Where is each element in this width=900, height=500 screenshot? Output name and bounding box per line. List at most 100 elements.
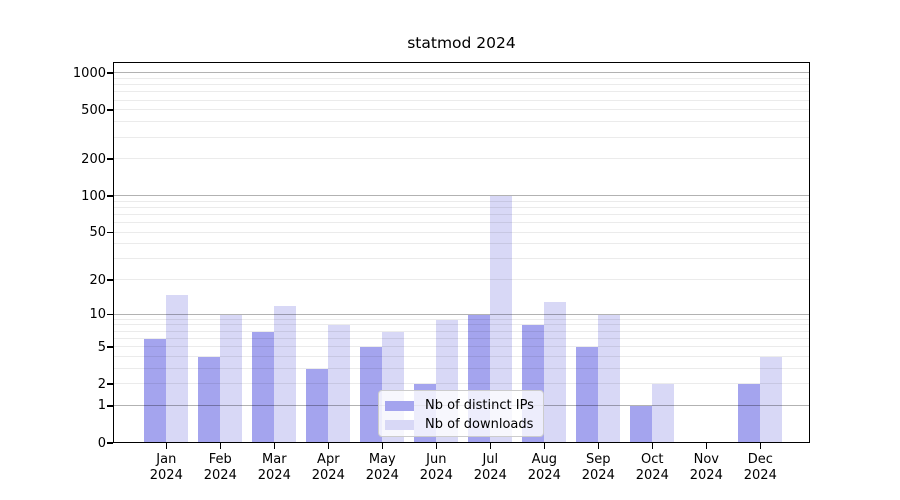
x-tick-mark-dec	[759, 443, 762, 449]
x-tick-month: Jun	[426, 452, 447, 467]
y-tick-label-5: 5	[97, 339, 106, 355]
y-tick-label-200: 200	[81, 151, 106, 167]
grid-layer	[113, 62, 810, 443]
bar-ips-may	[360, 347, 383, 443]
x-tick-label-jul: Jul 2024	[460, 452, 520, 484]
legend-label: Nb of downloads	[425, 417, 534, 432]
gridline-major-10	[113, 313, 810, 315]
bar-downloads-aug	[544, 301, 567, 443]
x-tick-mark-jun	[435, 443, 438, 449]
gridline-minor-90	[113, 200, 810, 202]
bar-downloads-sep	[598, 314, 621, 443]
y-tick-label-2: 2	[97, 376, 106, 392]
gridline-minor-2	[113, 383, 810, 385]
x-tick-year: 2024	[527, 468, 561, 483]
y-tick-label-0: 0	[97, 435, 106, 451]
gridline-minor-5	[113, 346, 810, 348]
y-tick-mark-50	[107, 231, 113, 234]
y-tick-label-10: 10	[89, 307, 106, 323]
y-tick-label-50: 50	[89, 225, 106, 240]
x-tick-month: Sep	[586, 452, 611, 467]
bar-downloads-apr	[328, 325, 351, 443]
gridline-major-1000	[113, 72, 810, 74]
y-tick-label-1: 1	[97, 398, 106, 414]
legend-swatch-icon	[385, 400, 414, 411]
x-tick-mark-oct	[651, 443, 654, 449]
y-tick-mark-20	[107, 279, 113, 281]
x-tick-year: 2024	[203, 468, 237, 483]
gridline-minor-30	[113, 258, 810, 260]
x-tick-month: Dec	[747, 452, 773, 467]
gridline-minor-7	[113, 330, 810, 332]
x-tick-mark-may	[381, 443, 384, 449]
bar-ips-mar	[252, 331, 275, 443]
gridline-minor-40	[113, 243, 810, 245]
x-tick-year: 2024	[365, 468, 399, 483]
bar-downloads-jan	[166, 294, 189, 443]
x-tick-label-oct: Oct 2024	[622, 452, 682, 484]
bar-ips-sep	[576, 347, 599, 443]
x-tick-mark-nov	[705, 443, 708, 449]
gridline-minor-600	[113, 99, 810, 101]
gridline-major-100	[113, 195, 810, 196]
x-tick-mark-jul	[489, 443, 492, 449]
gridline-minor-80	[113, 206, 810, 208]
x-tick-month: Feb	[208, 452, 232, 467]
gridline-minor-9	[113, 318, 810, 320]
y-tick-mark-5	[107, 346, 113, 348]
x-tick-label-may: May 2024	[352, 452, 412, 484]
x-tick-label-feb: Feb 2024	[190, 452, 250, 484]
bar-downloads-oct	[652, 384, 675, 443]
x-tick-label-dec: Dec 2024	[730, 452, 790, 484]
x-tick-month: Oct	[641, 452, 664, 467]
x-tick-year: 2024	[635, 468, 669, 483]
y-tick-mark-200	[107, 158, 113, 160]
legend-label: Nb of distinct IPs	[425, 398, 534, 413]
x-tick-month: Mar	[262, 452, 287, 467]
gridline-minor-400	[113, 121, 810, 123]
gridline-minor-3	[113, 367, 810, 369]
y-tick-label-500: 500	[81, 102, 106, 118]
gridline-minor-200	[113, 158, 810, 160]
gridline-minor-60	[113, 222, 810, 223]
x-tick-label-sep: Sep 2024	[568, 452, 628, 484]
legend-item-downloads: Nb of downloads	[379, 415, 543, 434]
x-tick-label-aug: Aug 2024	[514, 452, 574, 484]
y-tick-mark-0	[107, 442, 113, 444]
y-tick-mark-1000	[107, 72, 113, 74]
legend-swatch-icon	[385, 419, 414, 430]
x-tick-year: 2024	[149, 468, 183, 483]
x-tick-year: 2024	[473, 468, 507, 483]
bar-ips-feb	[198, 356, 221, 443]
x-tick-mark-feb	[219, 443, 222, 449]
bar-ips-jan	[144, 338, 167, 443]
bar-ips-oct	[630, 405, 653, 443]
bar-ips-apr	[306, 368, 329, 443]
bar-downloads-feb	[220, 314, 243, 443]
bar-downloads-jul	[490, 196, 513, 443]
legend-item-distinct-ips: Nb of distinct IPs	[379, 396, 543, 415]
x-tick-label-jun: Jun 2024	[406, 452, 466, 484]
x-tick-year: 2024	[689, 468, 723, 483]
x-tick-year: 2024	[743, 468, 777, 483]
gridline-minor-900	[113, 77, 810, 79]
bar-downloads-mar	[274, 305, 297, 443]
x-tick-year: 2024	[581, 468, 615, 483]
y-tick-mark-10	[107, 313, 113, 316]
x-tick-year: 2024	[257, 468, 291, 483]
x-tick-mark-aug	[543, 443, 546, 449]
x-tick-label-nov: Nov 2024	[676, 452, 736, 484]
legend: Nb of distinct IPs Nb of downloads	[378, 390, 544, 437]
x-tick-label-mar: Mar 2024	[244, 452, 304, 484]
x-tick-year: 2024	[419, 468, 453, 483]
chart-title: statmod 2024	[407, 34, 516, 52]
gridline-minor-500	[113, 109, 810, 111]
gridline-minor-700	[113, 91, 810, 93]
y-tick-mark-1	[107, 405, 113, 407]
x-tick-mark-mar	[273, 443, 276, 449]
y-tick-label-1000: 1000	[72, 65, 106, 81]
y-tick-mark-100	[107, 195, 113, 197]
y-tick-label-20: 20	[89, 272, 106, 288]
x-tick-month: Jul	[482, 452, 499, 467]
x-tick-mark-jan	[165, 443, 168, 449]
